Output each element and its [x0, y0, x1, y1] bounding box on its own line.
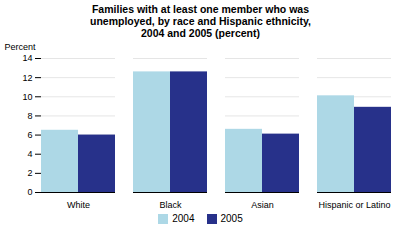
html-text:Families with at least one mem: Families with at least one member who wa… — [90, 3, 311, 39]
svg-text:White: White — [67, 200, 90, 210]
svg-text:0: 0 — [27, 187, 32, 197]
svg-text:Hispanic or Latino: Hispanic or Latino — [318, 200, 390, 210]
svg-text:2: 2 — [27, 168, 32, 178]
svg-text:4: 4 — [27, 149, 32, 159]
svg-text:Asian: Asian — [251, 200, 274, 210]
svg-text:14: 14 — [22, 53, 32, 63]
html-text:2005: 2005 — [220, 213, 243, 224]
svg-text:12: 12 — [22, 73, 32, 83]
svg-text:8: 8 — [27, 111, 32, 121]
svg-text:Percent: Percent — [5, 42, 37, 52]
html-text:2004: 2004 — [172, 213, 195, 224]
svg-text:Black: Black — [159, 200, 182, 210]
svg-text:6: 6 — [27, 130, 32, 140]
svg-text:10: 10 — [22, 92, 32, 102]
